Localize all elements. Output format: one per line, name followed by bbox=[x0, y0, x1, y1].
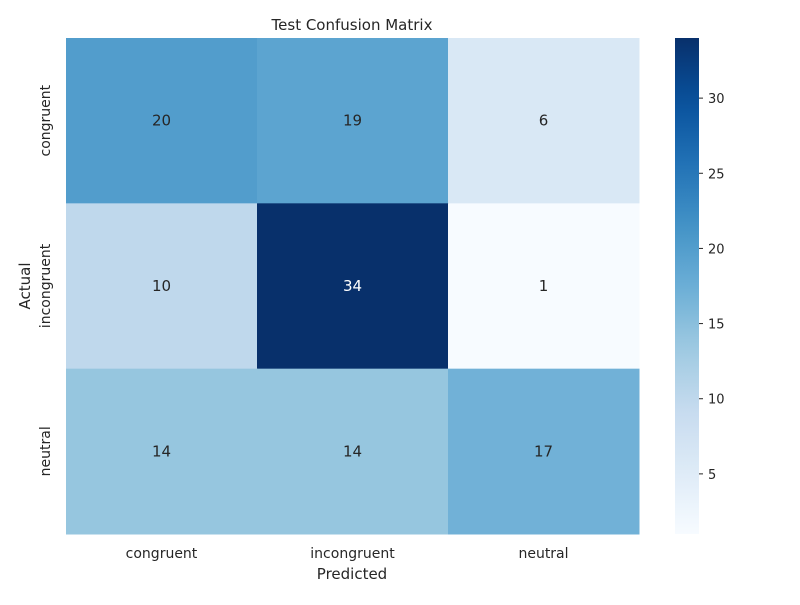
cell-value-label: 14 bbox=[343, 442, 362, 460]
y-tick-label: congruent bbox=[38, 84, 54, 156]
x-tick-label: neutral bbox=[518, 546, 568, 562]
cell-value-label: 17 bbox=[534, 442, 553, 460]
cell-value-label: 14 bbox=[152, 442, 171, 460]
colorbar-tick-label: 30 bbox=[708, 92, 725, 107]
colorbar bbox=[675, 38, 699, 534]
y-tick-label: neutral bbox=[38, 426, 54, 476]
heatmap-cell bbox=[66, 368, 258, 535]
y-tick-label: incongruent bbox=[38, 243, 54, 328]
heatmap-cells: 20 19 6 10 34 1 14 14 17 bbox=[66, 38, 640, 535]
heatmap-cell bbox=[257, 203, 449, 370]
x-axis-label: Predicted bbox=[317, 565, 387, 583]
heatmap-cell bbox=[257, 38, 449, 204]
cell-value-label: 6 bbox=[539, 112, 549, 130]
colorbar-tick-label: 5 bbox=[708, 468, 716, 483]
cell-value-label: 34 bbox=[343, 277, 362, 295]
heatmap-cell bbox=[448, 203, 640, 370]
colorbar-ticks: 5 10 15 20 25 30 bbox=[699, 92, 725, 483]
x-tick-labels: congruent incongruent neutral bbox=[126, 546, 569, 562]
colorbar-tick-label: 15 bbox=[708, 318, 725, 333]
colorbar-tick-label: 20 bbox=[708, 242, 725, 257]
heatmap-cell bbox=[448, 38, 640, 204]
colorbar-tick-label: 25 bbox=[708, 167, 725, 182]
y-tick-labels: congruent incongruent neutral bbox=[38, 84, 54, 476]
y-axis-label: Actual bbox=[16, 263, 34, 310]
cell-value-label: 19 bbox=[343, 112, 362, 130]
heatmap-cell bbox=[66, 38, 258, 204]
heatmap-cell bbox=[66, 203, 258, 370]
heatmap-cell bbox=[448, 368, 640, 535]
cell-value-label: 20 bbox=[152, 112, 171, 130]
cell-value-label: 1 bbox=[539, 277, 549, 295]
x-tick-label: incongruent bbox=[310, 546, 395, 562]
cell-value-label: 10 bbox=[152, 277, 171, 295]
chart-title: Test Confusion Matrix bbox=[271, 16, 433, 34]
colorbar-tick-label: 10 bbox=[708, 393, 725, 408]
heatmap-cell bbox=[257, 368, 449, 535]
x-tick-label: congruent bbox=[126, 546, 198, 562]
